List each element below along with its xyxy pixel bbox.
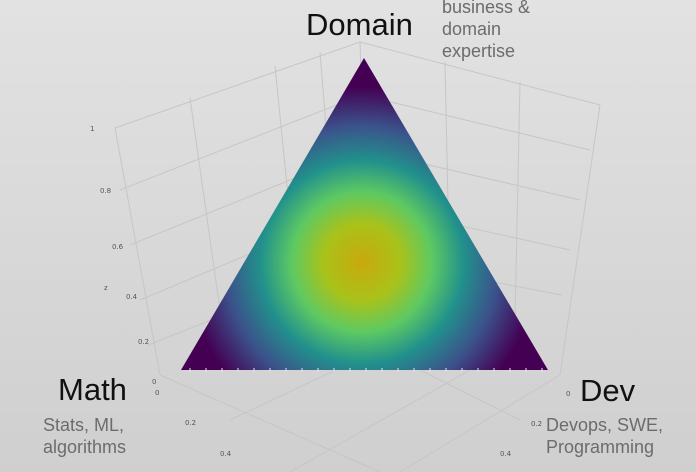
dev-title: Dev <box>580 373 636 408</box>
dev-description: Devops, SWE, Programming <box>546 415 664 457</box>
x-axis-ticks: 0 0.2 0.4 <box>155 389 232 458</box>
surface-base-edge <box>189 368 543 372</box>
x-tick: 0 <box>155 389 159 397</box>
z-axis-label: z <box>104 284 108 292</box>
x-tick: 0.2 <box>185 419 196 427</box>
z-tick: 0.4 <box>126 293 138 301</box>
x-tick: 0.4 <box>220 450 232 458</box>
math-description: Stats, ML, algorithms <box>43 415 127 457</box>
y-tick: 0.2 <box>531 420 542 428</box>
z-tick: 0.8 <box>100 187 111 195</box>
probability-surface <box>181 58 548 370</box>
y-tick: 0 <box>566 390 570 398</box>
z-tick: 0 <box>152 378 156 386</box>
y-tick: 0.4 <box>500 450 512 458</box>
z-tick: 0.2 <box>138 338 149 346</box>
z-tick: 0.6 <box>112 243 124 251</box>
domain-description: business & domain expertise <box>442 0 531 61</box>
math-title: Math <box>58 372 127 407</box>
domain-title: Domain <box>306 7 413 42</box>
y-axis-ticks: 0 0.2 0.4 <box>500 390 570 458</box>
z-axis-ticks: 1 0.8 0.6 0.4 0.2 0 z <box>90 125 156 386</box>
z-tick: 1 <box>90 125 94 133</box>
